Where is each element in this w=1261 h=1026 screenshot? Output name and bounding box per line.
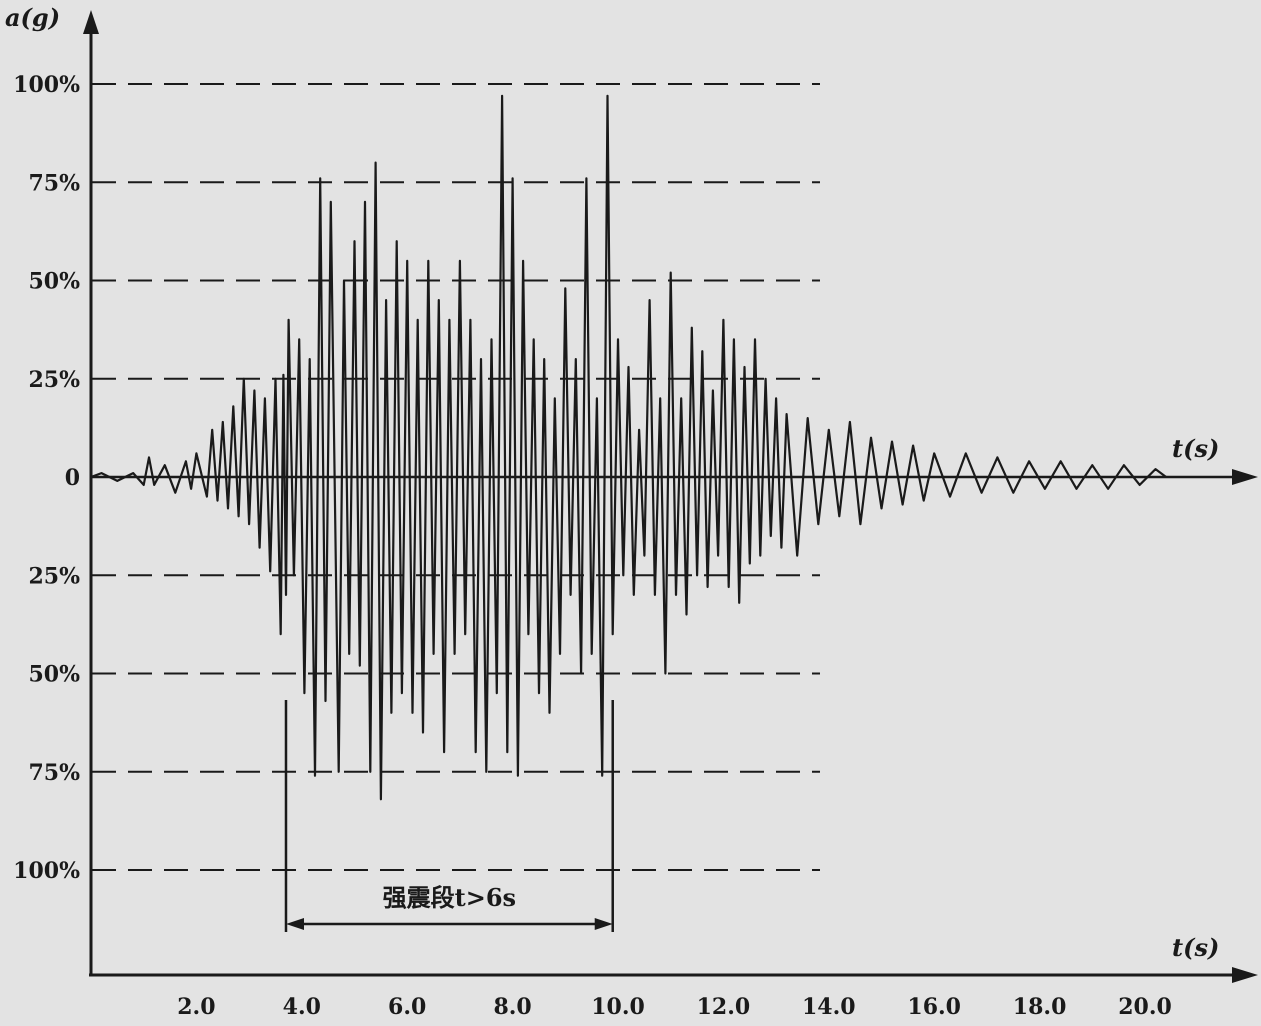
x-tick-label: 16.0	[907, 994, 961, 1020]
strong-motion-bracket: 强震段t>6s	[284, 700, 614, 932]
x-tick-label: 4.0	[283, 994, 321, 1020]
x-axis-bottom-title: t(s)	[1172, 933, 1219, 962]
tick-labels: 2.0 4.0 6.0 8.0 10.0 12.0 14.0 16.0 18.0 20.0 100%…	[13, 72, 1172, 1020]
y-tick-label: 0	[65, 465, 80, 491]
bracket-right-arrow	[594, 918, 613, 930]
y-tick-label: 75%	[28, 760, 80, 786]
x-tick-label: 2.0	[177, 994, 215, 1020]
y-tick-label: 25%	[28, 563, 80, 589]
strong-motion-label: 强震段t>6s	[383, 883, 516, 912]
y-tick-label: 25%	[28, 367, 80, 393]
acceleration-series-line	[90, 94, 1167, 801]
y-tick-label: 75%	[28, 170, 80, 196]
x-tick-label: 20.0	[1118, 994, 1172, 1020]
y-tick-label: 50%	[28, 662, 80, 688]
x-axis-mid-title: t(s)	[1172, 434, 1219, 463]
x-tick-label: 14.0	[802, 994, 856, 1020]
y-tick-label: 100%	[13, 72, 80, 98]
x-tick-label: 8.0	[493, 994, 531, 1020]
y-axis-arrow	[83, 10, 99, 34]
x-tick-label: 6.0	[388, 994, 426, 1020]
y-tick-label: 100%	[13, 858, 80, 884]
x-tick-label: 12.0	[697, 994, 751, 1020]
y-tick-label: 50%	[28, 269, 80, 295]
y-axis-title: a(g)	[5, 3, 60, 32]
x-tick-label: 10.0	[591, 994, 645, 1020]
x-axis-bottom-arrow	[1232, 967, 1258, 983]
bracket-left-arrow	[285, 918, 304, 930]
x-axis-mid-arrow	[1232, 469, 1258, 485]
x-tick-label: 18.0	[1013, 994, 1067, 1020]
